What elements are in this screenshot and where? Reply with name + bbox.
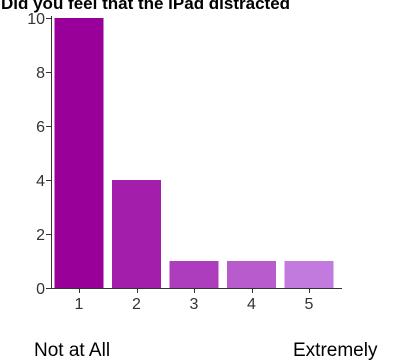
- bar-5: [284, 261, 334, 288]
- bar-3: [169, 261, 219, 288]
- y-tick-label: 6: [36, 119, 45, 136]
- scale-label-low: Not at All: [34, 340, 111, 361]
- x-tick-label: 5: [305, 296, 314, 313]
- y-tick-label: 4: [36, 173, 45, 190]
- y-axis: 0 2 4 6 8 10: [27, 11, 52, 298]
- bar-1: [54, 18, 104, 288]
- x-tick-label: 2: [132, 296, 141, 313]
- x-axis: 1 2 3 4 5: [46, 288, 342, 313]
- x-tick-label: 1: [75, 296, 84, 313]
- y-tick-label: 0: [36, 281, 45, 298]
- bar-4: [227, 261, 276, 288]
- scale-label-high: Extremely: [293, 340, 378, 361]
- y-tick-label: 10: [27, 11, 45, 28]
- y-tick-label: 8: [36, 65, 45, 82]
- bars: [54, 18, 334, 288]
- bar-2: [112, 180, 161, 288]
- x-tick-label: 4: [247, 296, 256, 313]
- x-tick-label: 3: [190, 296, 199, 313]
- chart-title: Did you feel that the iPad distracted: [1, 0, 291, 13]
- y-tick-label: 2: [36, 227, 45, 244]
